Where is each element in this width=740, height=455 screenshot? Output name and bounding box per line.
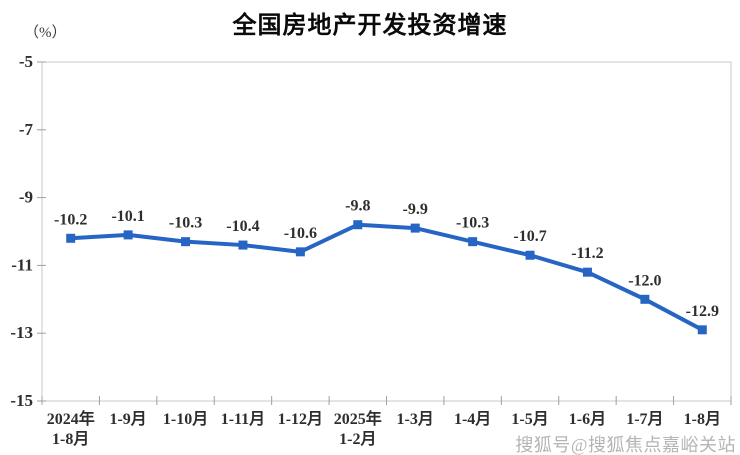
y-axis-label: -11 xyxy=(11,255,33,274)
chart-plot-border xyxy=(41,61,732,402)
data-point-label: -10.3 xyxy=(169,215,202,232)
data-point-label: -10.1 xyxy=(111,208,144,225)
data-point-marker xyxy=(238,240,248,250)
data-point-label: -10.7 xyxy=(513,228,546,245)
data-point-label: -10.3 xyxy=(456,215,489,232)
watermark-text: 搜狐号@搜狐焦点嘉峪关站 xyxy=(515,435,736,455)
x-axis-label: 1-11月 xyxy=(221,410,265,428)
x-axis-label: 1-8月 xyxy=(684,410,721,428)
data-point-marker xyxy=(582,267,592,277)
y-axis-label: -5 xyxy=(19,52,33,71)
x-axis-label: 1-2月 xyxy=(339,430,376,448)
x-axis-label: 1-10月 xyxy=(163,410,208,428)
trend-line xyxy=(68,222,705,332)
chart-title: 全国房地产开发投资增速 xyxy=(232,12,508,39)
y-axis-unit-label: （%） xyxy=(24,25,67,41)
data-point-label: -11.2 xyxy=(571,245,603,262)
data-point-label: -10.2 xyxy=(54,211,87,228)
y-axis-label: -7 xyxy=(19,120,34,139)
data-point-label: -9.8 xyxy=(345,198,370,215)
data-point-marker xyxy=(410,223,420,233)
data-point-label: -12.0 xyxy=(628,272,661,289)
x-axis-label: 2024年 xyxy=(47,409,95,428)
x-axis-label: 1-9月 xyxy=(109,410,146,428)
data-point-marker xyxy=(123,230,133,240)
x-axis-label: 1-8月 xyxy=(52,430,89,448)
x-axis-label: 1-3月 xyxy=(397,410,434,428)
data-point-marker xyxy=(468,237,478,247)
y-axis-label: -9 xyxy=(19,188,33,207)
y-axis-label: -13 xyxy=(10,323,33,342)
x-axis-label: 1-6月 xyxy=(569,410,606,428)
data-point-marker xyxy=(295,247,305,257)
x-axis-label: 1-4月 xyxy=(454,410,491,428)
x-axis-label: 2025年 xyxy=(334,409,382,428)
x-axis-label: 1-7月 xyxy=(626,410,663,428)
data-point-label: -10.6 xyxy=(284,225,317,242)
data-point-label: -9.9 xyxy=(403,201,428,218)
data-point-marker xyxy=(353,220,363,230)
data-point-marker xyxy=(525,250,535,260)
data-point-label: -10.4 xyxy=(226,218,259,235)
x-axis-label: 1-5月 xyxy=(511,410,548,428)
data-point-marker xyxy=(697,325,707,335)
data-point-marker xyxy=(66,233,76,243)
y-axis-label: -15 xyxy=(10,391,33,410)
data-point-label: -12.9 xyxy=(686,303,719,320)
data-point-marker xyxy=(181,237,191,247)
x-axis-label: 1-12月 xyxy=(278,410,323,428)
data-point-marker xyxy=(640,294,650,304)
